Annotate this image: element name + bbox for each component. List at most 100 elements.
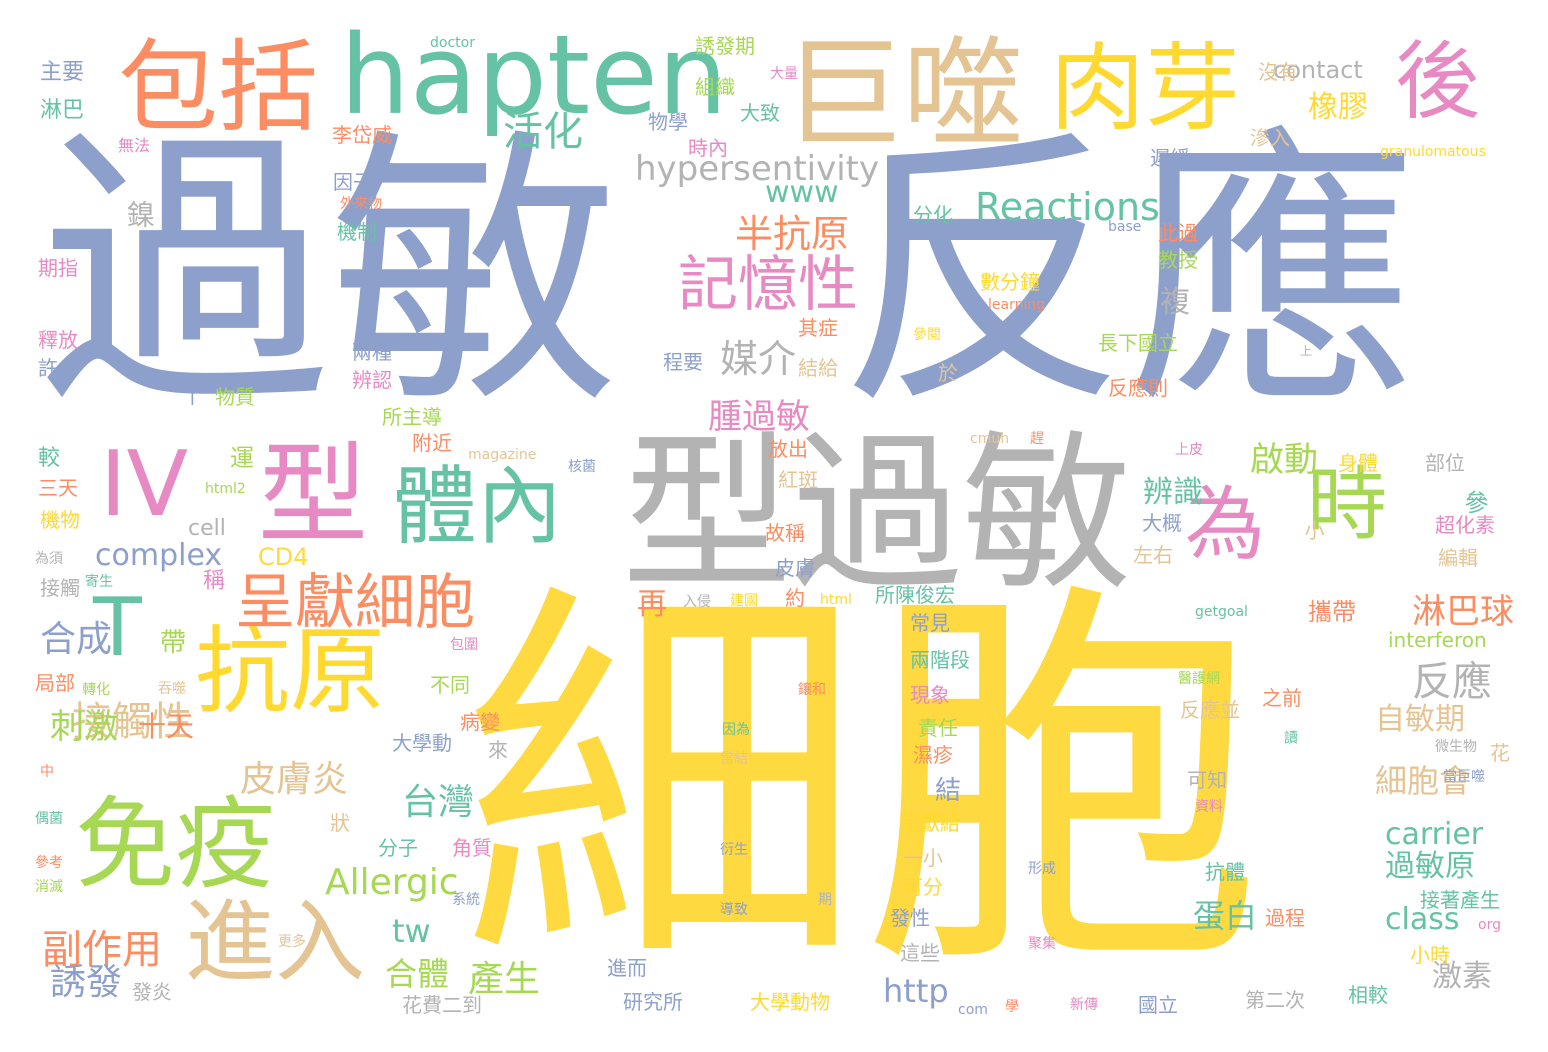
cloud-word: 研究所 [623,990,683,1014]
cloud-word: 組織 [695,75,735,99]
cloud-word: 建國 [730,593,758,609]
cloud-word: 左右 [1133,543,1173,567]
cloud-word: 兩階段 [910,648,970,672]
cloud-word: 過敏原 [1385,849,1475,884]
cloud-word: carrier [1385,817,1484,852]
cloud-word: 發炎 [132,980,172,1004]
cloud-word: granulomatous [1380,144,1486,160]
cloud-word: 結 [935,776,962,806]
cloud-word: 許多 [38,356,78,380]
cloud-word: 常見 [910,611,950,635]
cloud-word: 時內 [688,136,728,160]
cloud-word: 不同 [430,673,470,697]
cloud-word: Reactions [975,185,1160,229]
cloud-word: 十天 [138,710,195,743]
cloud-word: 學 [1005,999,1019,1015]
cloud-word: 其症 [798,316,838,340]
cloud-word: 細胞會 [1375,762,1472,800]
cloud-word: 抗原 [195,617,386,727]
cloud-word: 醫護網 [1178,671,1220,687]
cloud-word: 所主導 [382,405,442,429]
cloud-word: 物質 [215,385,255,409]
cloud-word: 時 [1307,458,1387,551]
cloud-word: 橡膠 [1308,90,1368,125]
cloud-word: 所陳俊宏 [875,583,955,607]
cloud-word: 免疫 [75,786,275,903]
cloud-word: 接觸 [40,576,80,600]
cloud-word: www [765,175,839,210]
cloud-word: 入侵 [683,594,711,610]
cloud-word: 攜帶 [1308,598,1356,626]
cloud-word: 進入 [185,890,365,995]
cloud-word: 淋巴 [40,98,85,123]
cloud-word: 轉化 [82,682,110,698]
cloud-word: 故稱 [765,521,805,545]
cloud-word: 兩種 [352,340,392,364]
cloud-word: 這些 [900,941,940,965]
cloud-word: 進而 [607,956,647,980]
cloud-word: 讀 [1282,730,1298,744]
cloud-word: 數分鐘 [980,270,1040,294]
cloud-word: 副作用 [42,927,162,973]
cloud-word: 核菌 [568,459,596,475]
cloud-word: 大致 [740,101,780,125]
cloud-word: 遲緩 [1150,146,1190,170]
cloud-word: 聚集 [1028,936,1056,952]
cloud-word: class [1385,902,1460,937]
cloud-word: 分化 [913,203,953,227]
cloud-word: 寄生 [85,574,113,590]
cloud-word: 新傳 [1070,997,1098,1013]
cloud-word: getgoal [1195,604,1248,620]
cloud-word: 結給 [798,356,838,380]
cloud-word: 紅斑 [778,468,818,492]
cloud-word: cmuh [970,431,1010,447]
cloud-word: 後 [1395,33,1481,132]
cloud-word: 部位 [1425,451,1465,475]
cloud-word: 濕疹 [913,743,953,767]
cloud-word: 型過敏 [622,416,1133,614]
cloud-word: 當巨噬 [1443,769,1485,785]
cloud-word: 衍生 [720,842,748,858]
cloud-word: 抗體 [1205,860,1245,884]
cloud-word: 因為 [722,722,750,738]
cloud-word: T [93,581,142,674]
cloud-word: 合體 [385,955,450,993]
cloud-word: 釋放 [38,328,78,352]
cloud-word: 責任 [918,716,958,740]
cloud-word: 稱 [199,568,224,590]
cloud-word: 花 [1490,741,1510,765]
cloud-word: 沒有 [1258,60,1298,84]
cloud-word: 系統 [452,892,480,908]
cloud-word: 大學動物 [750,990,830,1014]
cloud-word: 呈獻細胞 [235,568,475,638]
cloud-word: contact [1273,56,1363,84]
cloud-word: 台灣 [402,782,475,823]
cloud-word: 反應 [838,106,1418,443]
cloud-word: 期指 [38,256,78,280]
cloud-word: 國立 [1138,993,1178,1017]
cloud-word: IV [100,432,189,537]
cloud-word: 形成 [1028,861,1056,877]
cloud-word: 鑲和 [798,682,826,698]
cloud-word: 當結 [720,751,748,767]
cloud-word: 無法 [118,136,151,155]
cloud-word: magazine [468,447,537,463]
cloud-word: 角質 [452,836,492,860]
cloud-word: 小時 [1410,943,1450,967]
cloud-word: 自敏期 [1375,702,1465,737]
cloud-word: 過敏 [40,106,620,443]
cloud-word: 資料 [1195,799,1223,815]
cloud-word: 吞噬 [158,681,186,697]
cloud-word: 花費二到 [402,993,482,1017]
cloud-word: 大量 [770,66,798,82]
cloud-word: 活化 [503,109,583,155]
cloud-word: org [1478,917,1501,933]
cloud-word: 來 [488,738,508,762]
cloud-word: 主要 [40,60,85,85]
cloud-word: 放出 [768,437,808,461]
cloud-word: 包括 [118,29,318,146]
cloud-word: 分子 [378,836,418,860]
cloud-word: 一小 [903,846,943,870]
cloud-word: 接著產生 [1420,888,1500,912]
cloud-word: cell [188,516,226,541]
